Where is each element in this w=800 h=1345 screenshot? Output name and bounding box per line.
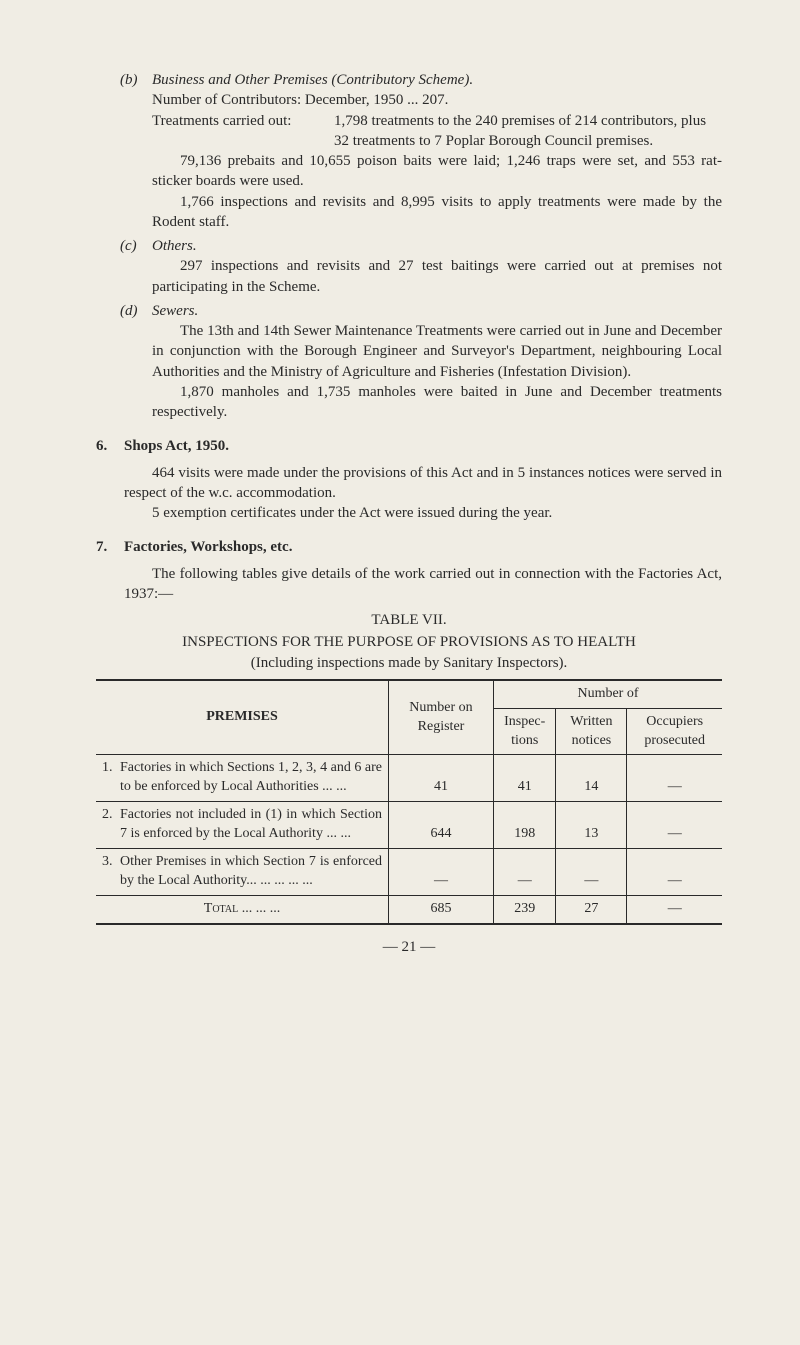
row1-inspections: 41: [494, 755, 556, 802]
section-b: (b) Business and Other Premises (Contrib…: [120, 70, 722, 90]
section-7-title: Factories, Workshops, etc.: [124, 537, 292, 557]
total-label: Total ... ... ...: [204, 901, 280, 916]
row2-written: 13: [556, 802, 627, 849]
th-premises: PREMISES: [96, 680, 389, 755]
table-row: 2. Factories not included in (1) in whic…: [96, 802, 722, 849]
section-b-para2: 1,766 inspections and revisits and 8,995…: [152, 192, 722, 233]
total-inspections: 239: [494, 895, 556, 923]
table-label: TABLE VII.: [96, 610, 722, 630]
table-row: 1. Factories in which Sections 1, 2, 3, …: [96, 755, 722, 802]
row1-num: 1.: [102, 759, 120, 797]
row3-written: —: [556, 848, 627, 895]
row2-register: 644: [389, 802, 494, 849]
section-b-title: Business and Other Premises (Contributor…: [152, 70, 722, 90]
section-d-title: Sewers.: [152, 301, 722, 321]
section-7-para: The following tables give details of the…: [124, 564, 722, 605]
section-b-para1: 79,136 prebaits and 10,655 poison baits …: [152, 151, 722, 192]
th-written: Written notices: [556, 708, 627, 755]
row3-num: 3.: [102, 853, 120, 891]
th-inspections: Inspec­tions: [494, 708, 556, 755]
row2-text: Factories not included in (1) in which S…: [120, 806, 382, 844]
section-b-label: (b): [120, 70, 152, 90]
section-6-num: 6.: [96, 436, 124, 456]
document-page: (b) Business and Other Premises (Contrib…: [0, 0, 800, 987]
treatments-text: 1,798 treatments to the 240 premises of …: [334, 111, 722, 152]
total-written: 27: [556, 895, 627, 923]
section-c-title: Others.: [152, 236, 722, 256]
total-register: 685: [389, 895, 494, 923]
section-c-para: 297 inspections and revisits and 27 test…: [152, 256, 722, 297]
row1-written: 14: [556, 755, 627, 802]
section-7-num: 7.: [96, 537, 124, 557]
section-c-label: (c): [120, 236, 152, 256]
th-number-of: Number of: [494, 680, 723, 708]
section-d-para1: The 13th and 14th Sewer Maintenance Trea…: [152, 321, 722, 382]
section-6-para1: 464 visits were made under the provision…: [124, 463, 722, 504]
section-6-header: 6. Shops Act, 1950.: [96, 436, 722, 456]
row2-num: 2.: [102, 806, 120, 844]
table-row: 3. Other Premises in which Section 7 is …: [96, 848, 722, 895]
section-d-label: (d): [120, 301, 152, 321]
section-7-header: 7. Factories, Workshops, etc.: [96, 537, 722, 557]
row2-inspections: 198: [494, 802, 556, 849]
row3-prosecuted: —: [627, 848, 722, 895]
table-total-row: Total ... ... ... 685 239 27 —: [96, 895, 722, 923]
section-6-title: Shops Act, 1950.: [124, 436, 229, 456]
page-number: — 21 —: [96, 937, 722, 957]
inspections-table: PREMISES Number on Register Number of In…: [96, 679, 722, 925]
section-d: (d) Sewers.: [120, 301, 722, 321]
section-c: (c) Others.: [120, 236, 722, 256]
row1-prosecuted: —: [627, 755, 722, 802]
section-d-para2: 1,870 manholes and 1,735 manholes were b…: [152, 382, 722, 423]
contributors-line: Number of Contributors: December, 1950 .…: [152, 90, 722, 110]
treatments-row: Treatments carried out: 1,798 treatments…: [152, 111, 722, 152]
row2-prosecuted: —: [627, 802, 722, 849]
row3-register: —: [389, 848, 494, 895]
row3-text: Other Premises in which Section 7 is enf…: [120, 853, 382, 891]
row3-inspections: —: [494, 848, 556, 895]
th-prosecuted: Occupiers prosecuted: [627, 708, 722, 755]
table-subcaption: (Including inspections made by Sanitary …: [96, 653, 722, 673]
table-caption: INSPECTIONS FOR THE PURPOSE OF PROVISION…: [96, 632, 722, 652]
th-register: Number on Register: [389, 680, 494, 755]
section-6-para2: 5 exemption certificates under the Act w…: [124, 503, 722, 523]
row1-register: 41: [389, 755, 494, 802]
treatments-label: Treatments carried out:: [152, 111, 334, 152]
total-prosecuted: —: [627, 895, 722, 923]
row1-text: Factories in which Sections 1, 2, 3, 4 a…: [120, 759, 382, 797]
